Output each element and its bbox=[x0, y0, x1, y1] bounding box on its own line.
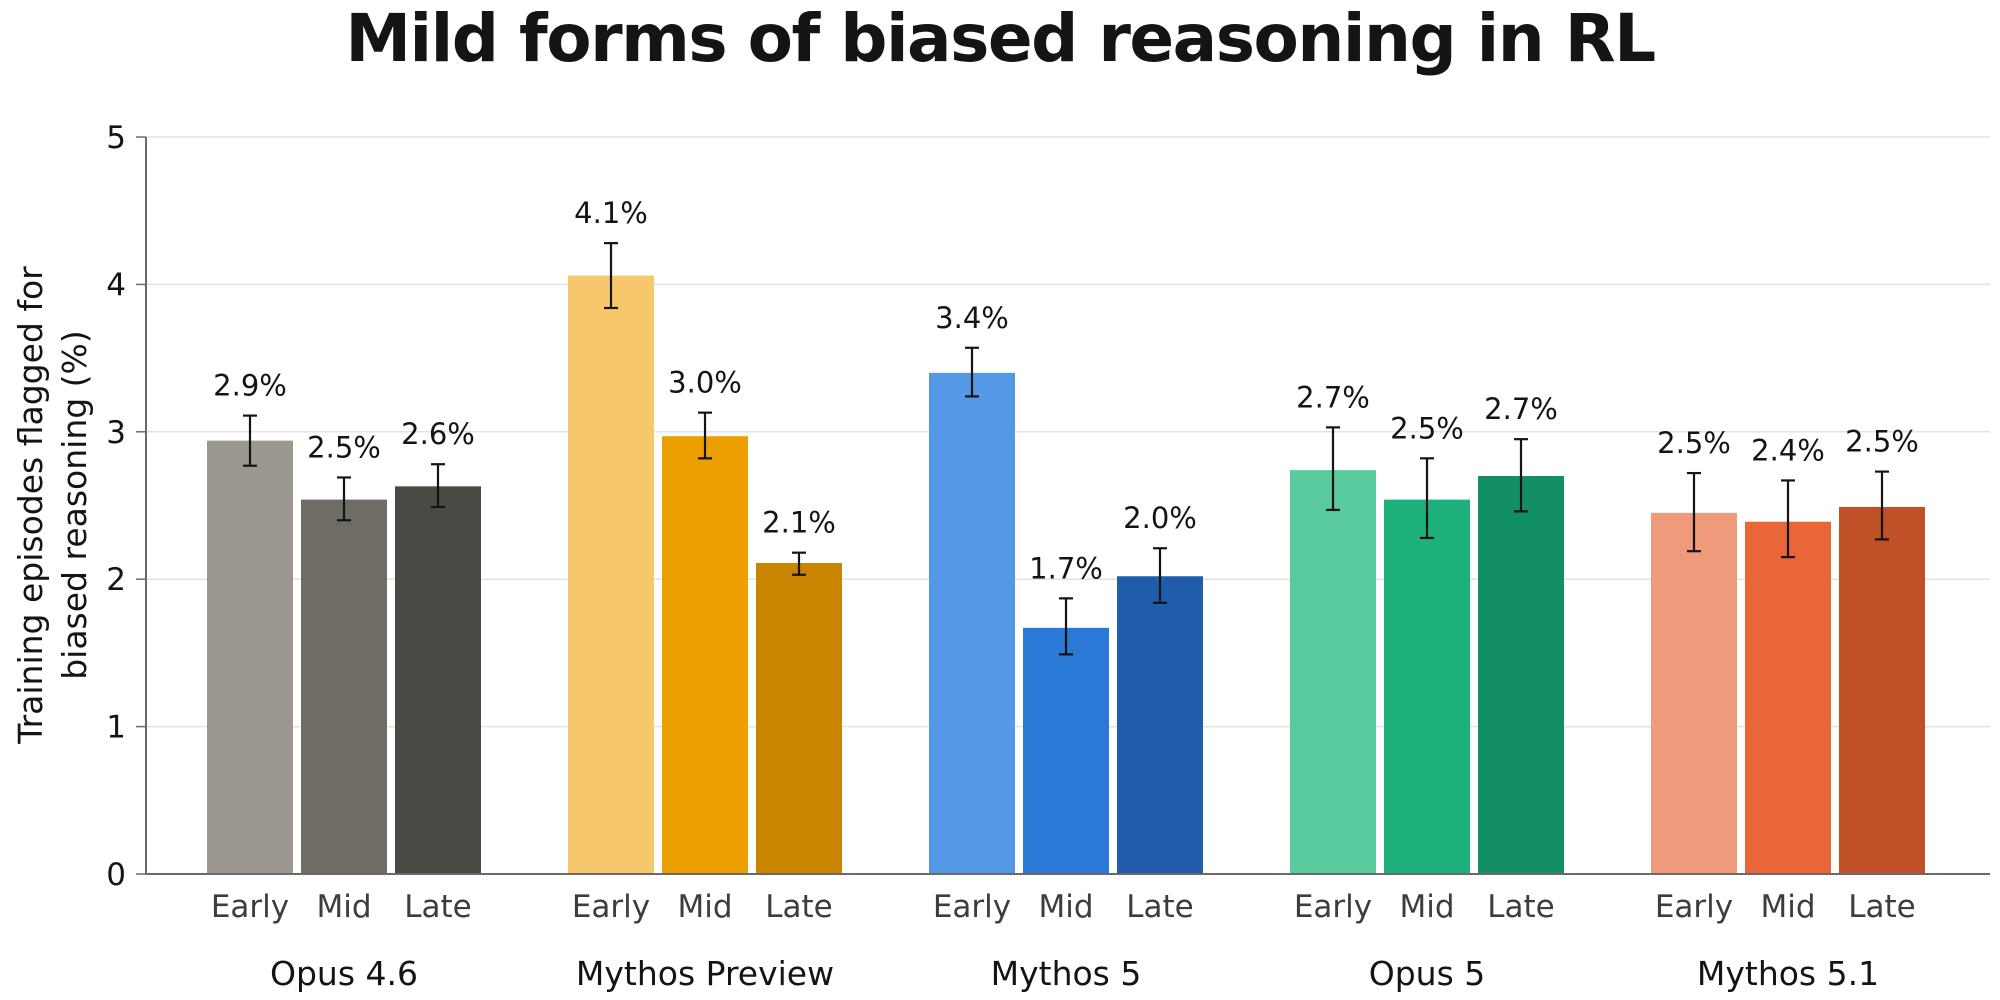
bars bbox=[207, 242, 1925, 874]
y-tick-label: 2 bbox=[106, 562, 126, 598]
x-category-label: Late bbox=[404, 889, 472, 925]
x-category-label: Late bbox=[1126, 889, 1194, 925]
y-tick-label: 1 bbox=[106, 710, 126, 746]
data-label: 2.5% bbox=[1390, 411, 1464, 445]
y-axis-title-line: biased reasoning (%) bbox=[55, 330, 94, 680]
bar bbox=[1651, 512, 1737, 874]
bar bbox=[1384, 499, 1470, 874]
bar bbox=[1290, 470, 1376, 874]
data-label: 2.5% bbox=[1845, 425, 1919, 459]
x-category-label: Mid bbox=[316, 889, 371, 925]
data-label: 3.0% bbox=[668, 366, 742, 400]
data-label: 2.1% bbox=[762, 506, 836, 540]
bar bbox=[662, 436, 748, 874]
x-group-label: Mythos 5.1 bbox=[1697, 954, 1879, 993]
x-category-label: Late bbox=[1848, 889, 1916, 925]
x-group-label: Mythos Preview bbox=[576, 954, 834, 993]
bar bbox=[1839, 506, 1925, 874]
chart-title: Mild forms of biased reasoning in RL bbox=[345, 0, 1656, 77]
data-label: 1.7% bbox=[1029, 551, 1103, 585]
y-axis-title-line: Training episodes flagged for bbox=[11, 266, 50, 745]
labels: Training episodes flagged for biased reas… bbox=[11, 196, 1919, 993]
bar bbox=[1478, 476, 1564, 874]
x-category-label: Early bbox=[211, 889, 289, 925]
bar bbox=[301, 499, 387, 874]
data-label: 2.6% bbox=[401, 417, 475, 451]
x-category-label: Early bbox=[572, 889, 650, 925]
bar bbox=[568, 275, 654, 874]
data-label: 2.5% bbox=[1657, 426, 1731, 460]
data-label: 3.4% bbox=[935, 301, 1009, 335]
x-category-label: Late bbox=[1487, 889, 1555, 925]
x-group-label: Opus 4.6 bbox=[270, 954, 418, 993]
data-label: 2.4% bbox=[1751, 433, 1825, 467]
y-axis-title: Training episodes flagged for biased reas… bbox=[11, 266, 94, 745]
x-category-label: Late bbox=[765, 889, 833, 925]
y-tick-label: 5 bbox=[106, 120, 126, 156]
bar bbox=[929, 372, 1015, 874]
axes: 0 1 2 3 4 5 bbox=[106, 120, 1990, 893]
bar bbox=[1023, 627, 1109, 874]
bar bbox=[756, 562, 842, 874]
x-group-label: Mythos 5 bbox=[991, 954, 1142, 993]
y-tick-label: 4 bbox=[106, 267, 126, 303]
bar bbox=[1117, 576, 1203, 874]
x-category-label: Early bbox=[1294, 889, 1372, 925]
x-group-label: Opus 5 bbox=[1369, 954, 1486, 993]
x-category-label: Mid bbox=[1399, 889, 1454, 925]
y-tick-label: 3 bbox=[106, 415, 126, 451]
data-label: 2.0% bbox=[1123, 501, 1197, 535]
x-category-label: Early bbox=[933, 889, 1011, 925]
x-category-label: Mid bbox=[1760, 889, 1815, 925]
x-category-label: Mid bbox=[1038, 889, 1093, 925]
x-category-label: Mid bbox=[677, 889, 732, 925]
x-category-label: Early bbox=[1655, 889, 1733, 925]
data-label: 2.9% bbox=[213, 369, 287, 403]
data-label: 4.1% bbox=[574, 196, 648, 230]
bar bbox=[207, 440, 293, 874]
y-tick-label: 0 bbox=[106, 857, 126, 893]
bar bbox=[395, 486, 481, 874]
bar bbox=[1745, 521, 1831, 874]
data-label: 2.7% bbox=[1296, 380, 1370, 414]
data-label: 2.7% bbox=[1484, 392, 1558, 426]
data-label: 2.5% bbox=[307, 430, 381, 464]
